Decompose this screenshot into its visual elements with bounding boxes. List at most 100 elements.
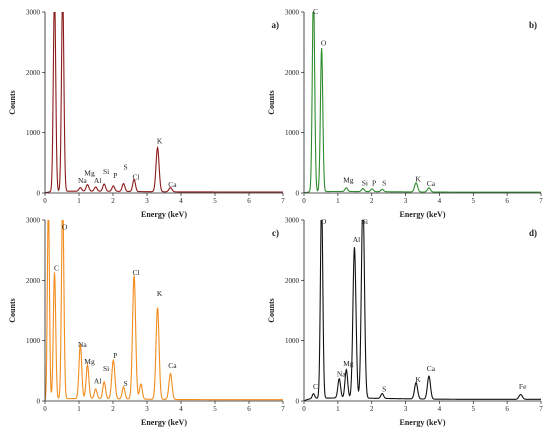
panel-a-letter: a) <box>272 20 280 30</box>
panel-a-x-tick-label: 4 <box>179 197 183 205</box>
panel-d-x-tick-label: 4 <box>438 405 442 413</box>
panel-b-y-tick-label: 1000 <box>285 129 300 137</box>
panel-c-peak-label-c: C <box>54 263 59 272</box>
panel-b-y-axis-title: Counts <box>267 90 276 114</box>
spectrum-panel-c: 0 1 2 3 4 5 6 7 0 1000 2000 3000 Energy (keV) Counts c… <box>8 217 285 428</box>
panel-d-peak-label-ca: Ca <box>427 364 436 373</box>
panel-c-peak-label-cl: Cl <box>133 268 140 277</box>
panel-d-peak-label-mg: Mg <box>343 359 354 368</box>
panel-d-peak-label-al: Al <box>353 235 361 244</box>
panel-b-peak-label-ca: Ca <box>427 179 436 188</box>
panel-c-x-axis-title: Energy (keV) <box>141 418 187 427</box>
panel-a-peak-label-si: Si <box>103 167 109 176</box>
panel-b-y-tick-label: 3000 <box>285 9 300 17</box>
panel-b-peak-label-o: O <box>321 38 327 47</box>
panel-c-x-tick-label: 6 <box>247 405 251 413</box>
panel-a-peak-label-ca: Ca <box>168 180 177 189</box>
panel-d-spectrum-line <box>304 220 541 401</box>
panel-b-x-tick-label: 1 <box>336 197 340 205</box>
panel-c-x-tick-label: 4 <box>179 405 183 413</box>
panel-c-y-tick-label: 3000 <box>26 217 41 225</box>
panel-d-x-tick-label: 7 <box>539 405 543 413</box>
panel-d-peak-label-o: O <box>321 217 327 226</box>
panel-c-peak-label-k: K <box>157 289 163 298</box>
panel-c-x-tick-label: 7 <box>281 405 285 413</box>
panel-a-peak-label-mg: Mg <box>84 169 95 178</box>
panel-c-letter: c) <box>272 228 279 238</box>
panel-d-y-tick-label: 3000 <box>285 217 300 225</box>
panel-a-y-tick-label: 2000 <box>26 69 41 77</box>
panel-d-x-tick-label: 2 <box>370 405 374 413</box>
panel-a-peak-label-s: S <box>123 163 127 172</box>
panel-a-x-tick-label: 3 <box>145 197 149 205</box>
panel-d-peak-label-s: S <box>382 385 386 394</box>
panel-b-y-tick-label: 2000 <box>285 69 300 77</box>
panel-b-x-tick-label: 3 <box>404 197 408 205</box>
panel-c-peak-label-ca: Ca <box>168 361 177 370</box>
spectrum-panel-a: 0 1 2 3 4 5 6 7 0 1000 2000 3000 Energy (keV) Counts a… <box>8 9 285 220</box>
panel-b-peak-label-c: C <box>313 7 318 16</box>
panel-a-x-tick-label: 1 <box>77 197 81 205</box>
panel-a-x-axis-title: Energy (keV) <box>141 210 187 219</box>
panel-c-x-tick-label: 0 <box>43 405 47 413</box>
panel-d-y-tick-label: 1000 <box>285 337 300 345</box>
panel-b-x-tick-label: 0 <box>302 197 306 205</box>
panel-a-y-axis-title: Counts <box>8 90 17 114</box>
panel-c-x-tick-label: 3 <box>145 405 149 413</box>
panel-c-x-tick-label: 2 <box>111 405 115 413</box>
panel-b-y-tick-label: 0 <box>296 190 300 198</box>
panel-d-x-tick-label: 3 <box>404 405 408 413</box>
spectrum-panel-b: 0 1 2 3 4 5 6 7 0 1000 2000 3000 Energy (keV) Counts b… <box>267 7 543 219</box>
panel-b-axes <box>303 12 541 194</box>
panel-c-axes <box>44 220 283 402</box>
panel-c-x-tick-label: 5 <box>213 405 217 413</box>
panel-d-x-tick-label: 1 <box>336 405 340 413</box>
panel-b-x-tick-label: 7 <box>539 197 543 205</box>
panel-a-y-tick-label: 1000 <box>26 129 41 137</box>
panel-a-peak-label-al: Al <box>94 176 102 185</box>
panel-d-y-tick-label: 0 <box>296 398 300 406</box>
panel-a-peak-label-na: Na <box>78 176 87 185</box>
panel-c-peak-label-p: P <box>113 351 117 360</box>
panel-c-peak-label-o: O <box>62 222 68 231</box>
panel-b-letter: b) <box>529 20 537 30</box>
panel-c-y-tick-label: 0 <box>37 398 41 406</box>
panel-c-peak-label-na: Na <box>78 340 87 349</box>
panel-d-peak-label-na: Na <box>337 369 346 378</box>
panel-a-x-tick-label: 2 <box>111 197 115 205</box>
panel-a-peak-label-k: K <box>157 137 163 146</box>
spectrum-panel-d: 0 1 2 3 4 5 6 7 0 1000 2000 3000 Energy (keV) Counts d… <box>267 217 543 428</box>
panel-c-peak-label-s: S <box>123 379 127 388</box>
panel-c-peak-label-si: Si <box>103 364 109 373</box>
panel-b-peak-label-mg: Mg <box>343 175 354 184</box>
panel-a-peak-label-p: P <box>113 171 117 180</box>
panel-a-peak-label-cl: Cl <box>133 172 140 181</box>
panel-d-peak-label-fe: Fe <box>519 382 527 391</box>
panel-a-x-tick-label: 0 <box>43 197 47 205</box>
panel-c-x-tick-label: 1 <box>77 405 81 413</box>
panel-b-peak-label-k: K <box>415 175 421 184</box>
panel-a-x-tick-label: 5 <box>213 197 217 205</box>
panel-d-letter: d) <box>529 228 537 238</box>
panel-b-x-tick-label: 4 <box>438 197 442 205</box>
panel-d-x-tick-label: 0 <box>302 405 306 413</box>
panel-b-x-tick-label: 5 <box>472 197 476 205</box>
panel-c-peak-label-mg: Mg <box>84 357 95 366</box>
panel-b-x-tick-label: 2 <box>370 197 374 205</box>
panel-a-x-tick-label: 6 <box>247 197 251 205</box>
panel-c-y-tick-label: 1000 <box>26 337 41 345</box>
panel-d-y-tick-label: 2000 <box>285 277 300 285</box>
panel-b-peak-label-p: P <box>372 178 376 187</box>
panel-d-x-tick-label: 6 <box>505 405 509 413</box>
panel-a-x-tick-label: 7 <box>281 197 285 205</box>
panel-b-x-tick-label: 6 <box>505 197 509 205</box>
panel-c-peak-label-al: Al <box>94 377 102 386</box>
panel-d-x-tick-label: 5 <box>472 405 476 413</box>
panel-b-x-axis-title: Energy (keV) <box>400 210 446 219</box>
panel-c-y-tick-label: 2000 <box>26 277 41 285</box>
panel-c-spectrum-line <box>45 220 283 401</box>
panel-b-peak-label-s: S <box>382 178 386 187</box>
panel-d-y-axis-title: Counts <box>267 298 276 322</box>
panel-b-peak-label-si: Si <box>362 178 368 187</box>
